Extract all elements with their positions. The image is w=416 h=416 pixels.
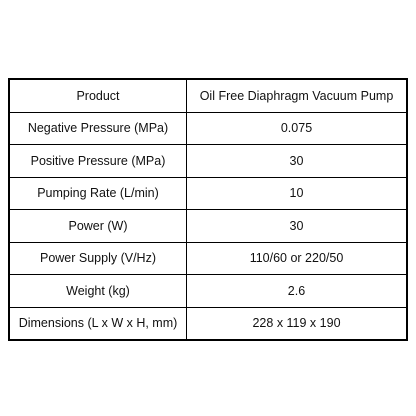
spec-label: Pumping Rate (L/min) [8,176,187,210]
spec-label: Dimensions (L x W x H, mm) [8,306,187,341]
spec-value: 228 x 119 x 190 [186,306,408,341]
table-row: Weight (kg) 2.6 [8,274,408,308]
table-row: Power (W) 30 [8,209,408,243]
spec-value: 0.075 [186,111,408,145]
spec-value: 2.6 [186,274,408,308]
spec-label: Negative Pressure (MPa) [8,111,187,145]
spec-value: 110/60 or 220/50 [186,241,408,275]
spec-value: Oil Free Diaphragm Vacuum Pump [186,78,408,113]
spec-label: Power Supply (V/Hz) [8,241,187,275]
spec-table: Product Oil Free Diaphragm Vacuum Pump Neg… [8,78,408,341]
table-body: Product Oil Free Diaphragm Vacuum Pump Neg… [8,78,408,341]
table-row: Pumping Rate (L/min) 10 [8,176,408,210]
spec-value: 30 [186,209,408,243]
spec-value: 30 [186,144,408,178]
table-row: Dimensions (L x W x H, mm) 228 x 119 x 19… [8,306,408,341]
spec-value: 10 [186,176,408,210]
table-row: Power Supply (V/Hz) 110/60 or 220/50 [8,241,408,275]
table-row: Negative Pressure (MPa) 0.075 [8,111,408,145]
spec-label: Weight (kg) [8,274,187,308]
table-row: Positive Pressure (MPa) 30 [8,144,408,178]
spec-label: Power (W) [8,209,187,243]
spec-label: Positive Pressure (MPa) [8,144,187,178]
header-row: Product Oil Free Diaphragm Vacuum Pump [8,78,408,113]
spec-label: Product [8,78,187,113]
